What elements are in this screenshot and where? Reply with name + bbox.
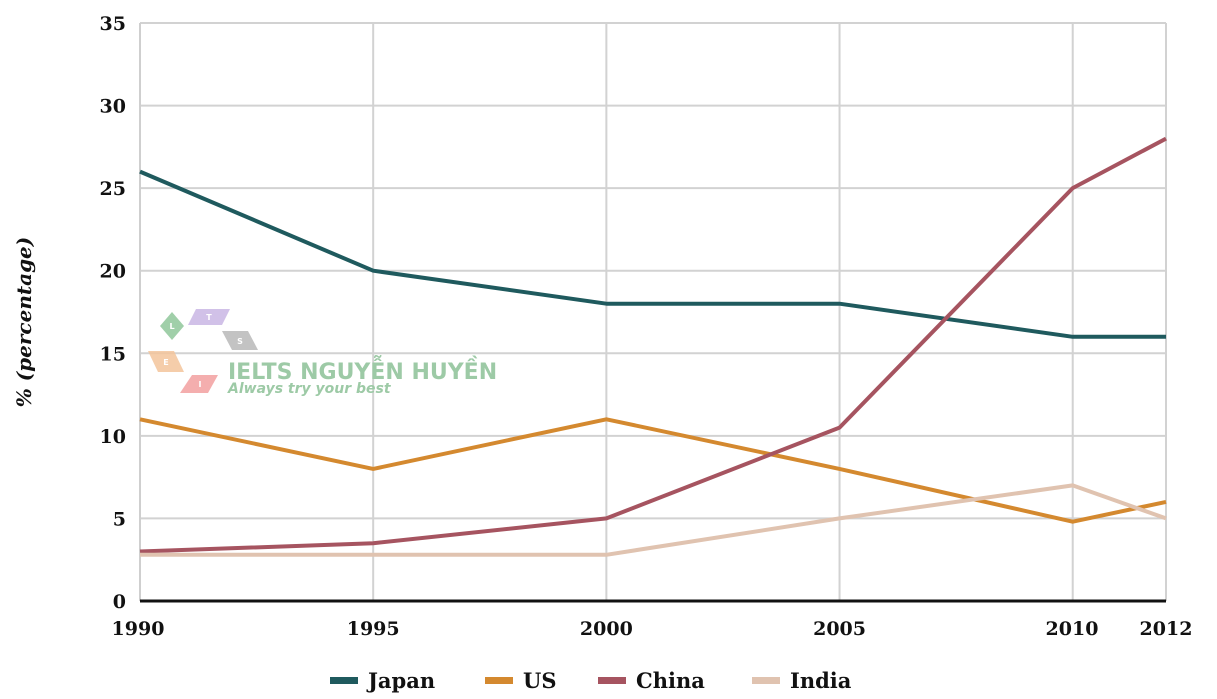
watermark-tile-e: E bbox=[148, 351, 184, 372]
legend: Japan US China India bbox=[330, 668, 852, 693]
watermark-tile-i: I bbox=[180, 375, 218, 393]
x-tick-label: 2000 bbox=[580, 618, 633, 640]
watermark-tile-s: S bbox=[222, 331, 258, 350]
y-tick-label: 30 bbox=[100, 96, 126, 118]
svg-text:L: L bbox=[169, 322, 174, 331]
y-tick-label: 35 bbox=[100, 13, 126, 35]
series-line-india bbox=[140, 483, 1167, 557]
y-tick-label: 10 bbox=[100, 426, 126, 448]
x-tick-label: 1990 bbox=[112, 618, 165, 640]
watermark-tile-t: T bbox=[188, 309, 230, 325]
series-line-japan bbox=[139, 169, 1166, 339]
legend-label-china: China bbox=[636, 668, 705, 693]
watermark-title: IELTS NGUYỄN HUYỀN bbox=[228, 356, 497, 385]
svg-text:E: E bbox=[163, 358, 168, 367]
svg-text:T: T bbox=[206, 313, 212, 322]
y-tick-label: 5 bbox=[113, 508, 126, 530]
legend-swatch-china bbox=[598, 677, 626, 684]
legend-label-india: India bbox=[790, 668, 852, 693]
x-tick-label: 1995 bbox=[347, 618, 400, 640]
grid-lines bbox=[139, 22, 1167, 603]
watermark-logo: L T S E I IELTS NGUYỄN HUYỀN Always try … bbox=[148, 309, 497, 397]
y-axis-label: % (percentage) bbox=[12, 237, 36, 408]
watermark-subtitle: Always try your best bbox=[227, 381, 392, 397]
svg-text:I: I bbox=[199, 380, 202, 389]
watermark-tile-l: L bbox=[160, 312, 184, 340]
y-tick-label: 15 bbox=[100, 343, 126, 365]
legend-label-japan: Japan bbox=[366, 668, 435, 693]
legend-swatch-us bbox=[485, 677, 513, 684]
y-tick-label: 0 bbox=[113, 591, 126, 613]
x-tick-label: 2012 bbox=[1140, 618, 1193, 640]
legend-label-us: US bbox=[523, 668, 556, 693]
x-tick-label: 2005 bbox=[813, 618, 866, 640]
svg-text:S: S bbox=[237, 337, 243, 346]
legend-swatch-india bbox=[752, 677, 780, 684]
x-tick-label: 2010 bbox=[1046, 618, 1099, 640]
x-axis-ticks: 1990 1995 2000 2005 2010 2012 bbox=[112, 618, 1193, 640]
series-line-us bbox=[139, 417, 1167, 524]
y-tick-label: 20 bbox=[100, 261, 126, 283]
series-line-china bbox=[139, 136, 1167, 554]
series-lines bbox=[139, 136, 1167, 557]
y-axis-ticks: 0 5 10 15 20 25 30 35 bbox=[100, 13, 126, 613]
legend-swatch-japan bbox=[330, 677, 358, 684]
y-tick-label: 25 bbox=[100, 178, 126, 200]
